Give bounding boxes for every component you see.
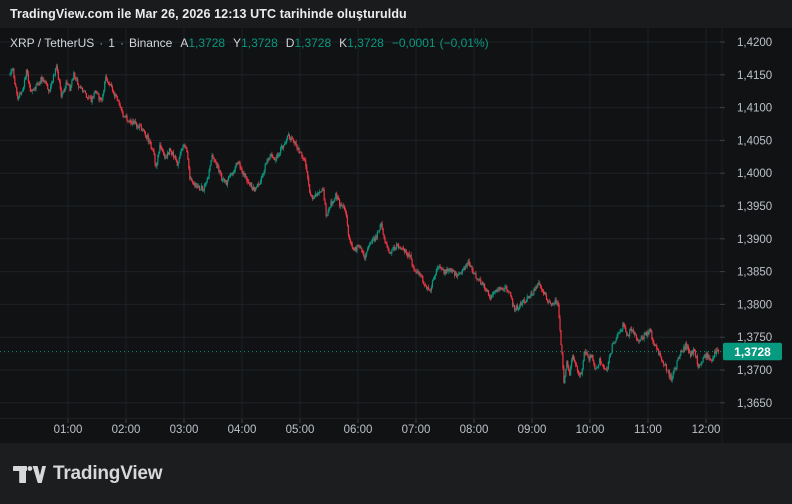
- change-percent: (−0,01%): [439, 36, 489, 50]
- candles-series: [9, 63, 720, 385]
- high-key: Y: [233, 36, 242, 50]
- exchange-label: Binance: [128, 36, 173, 50]
- separator-dot: ·: [119, 36, 124, 50]
- svg-text:03:00: 03:00: [170, 424, 199, 436]
- attribution-text: TradingView.com ile Mar 26, 2026 12:13 U…: [10, 7, 407, 21]
- svg-text:06:00: 06:00: [344, 424, 373, 436]
- chart-area: 1,4200 1,4150 1,4100 1,4050 1,4000 1,3950 1,39…: [0, 28, 792, 443]
- symbol-bar: XRP / TetherUS · 1 · Binance A1,3728 Y1,3728 D1…: [10, 35, 489, 51]
- open-key: A: [180, 36, 189, 50]
- last-price-label: 1,3728: [723, 342, 782, 361]
- candlestick-chart[interactable]: 1,4200 1,4150 1,4100 1,4050 1,4000 1,3950 1,39…: [0, 28, 792, 443]
- svg-text:1,3950: 1,3950: [737, 201, 772, 213]
- tradingview-wordmark: TradingView: [53, 463, 163, 484]
- svg-text:05:00: 05:00: [286, 424, 315, 436]
- svg-text:02:00: 02:00: [112, 424, 141, 436]
- open-value: 1,3728: [188, 36, 226, 50]
- tradingview-logo-icon: [13, 465, 46, 483]
- svg-text:1,4050: 1,4050: [737, 135, 772, 147]
- svg-text:10:00: 10:00: [576, 424, 605, 436]
- svg-text:1,3700: 1,3700: [737, 365, 772, 377]
- interval-label: 1: [108, 36, 115, 50]
- high-value: 1,3728: [241, 36, 278, 50]
- low-key: D: [285, 36, 295, 50]
- low-value: 1,3728: [294, 36, 332, 50]
- svg-text:1,3728: 1,3728: [734, 345, 771, 359]
- tradingview-logo-link[interactable]: TradingView: [13, 463, 163, 485]
- footer: TradingView: [0, 443, 792, 504]
- svg-text:1,3750: 1,3750: [737, 332, 772, 344]
- svg-text:1,4100: 1,4100: [737, 103, 772, 115]
- grid: [0, 28, 792, 443]
- attribution-bar: TradingView.com ile Mar 26, 2026 12:13 U…: [0, 0, 792, 28]
- price-axis[interactable]: 1,4200 1,4150 1,4100 1,4050 1,4000 1,3950 1,39…: [720, 37, 772, 410]
- svg-text:04:00: 04:00: [228, 424, 257, 436]
- svg-text:1,4200: 1,4200: [737, 37, 772, 49]
- time-axis[interactable]: 01:00 02:00 03:00 04:00 05:00 06:00 07:00 08:00…: [54, 419, 721, 436]
- close-value: 1,3728: [347, 36, 384, 50]
- svg-text:1,4150: 1,4150: [737, 70, 772, 82]
- svg-text:1,3900: 1,3900: [737, 234, 772, 246]
- svg-text:1,4000: 1,4000: [737, 168, 772, 180]
- svg-text:1,3650: 1,3650: [737, 398, 772, 410]
- close-key: K: [339, 36, 348, 50]
- svg-text:12:00: 12:00: [692, 424, 721, 436]
- svg-text:1,3850: 1,3850: [737, 267, 772, 279]
- svg-text:09:00: 09:00: [518, 424, 547, 436]
- symbol-title: XRP / TetherUS: [10, 36, 95, 50]
- svg-text:08:00: 08:00: [460, 424, 489, 436]
- change-absolute: −0,0001: [391, 36, 436, 50]
- separator-dot: ·: [99, 36, 104, 50]
- svg-text:11:00: 11:00: [634, 424, 662, 436]
- svg-text:07:00: 07:00: [402, 424, 431, 436]
- svg-text:1,3800: 1,3800: [737, 299, 772, 311]
- svg-text:01:00: 01:00: [54, 424, 83, 436]
